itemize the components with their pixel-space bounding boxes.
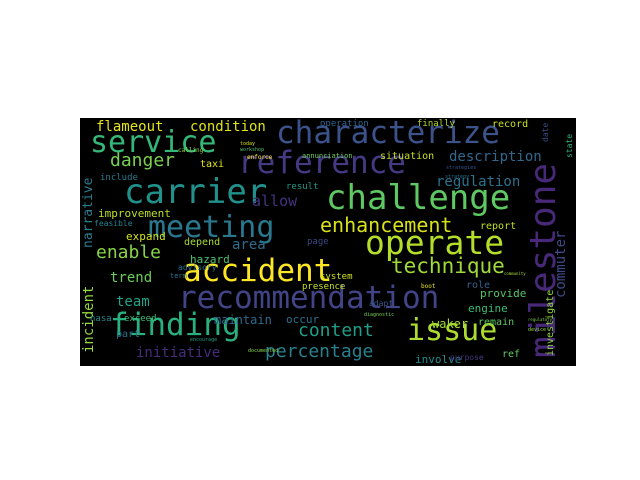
word-team: team	[116, 294, 150, 310]
word-reference: reference	[238, 145, 406, 181]
word-hazard: hazard	[190, 253, 230, 266]
word-nasa: nasa	[90, 314, 112, 324]
word-situation: situation	[380, 151, 435, 162]
word-annunciation: annunciation	[302, 152, 353, 160]
word-ref: ref	[502, 349, 521, 360]
word-carrier: carrier	[124, 172, 268, 212]
word-finding: finding	[110, 307, 241, 343]
word-allow: allow	[252, 192, 298, 210]
word-part: part	[116, 329, 141, 340]
word-presence: presence	[302, 282, 346, 292]
word-percentage: percentage	[265, 341, 374, 362]
word-regulatory: regulatory	[528, 317, 553, 322]
word-occur: occur	[286, 313, 320, 326]
word-report: report	[480, 221, 517, 232]
word-workshop: workshop	[240, 147, 265, 153]
word-regulation: regulation	[436, 174, 521, 190]
word-device: device	[528, 327, 547, 333]
word-involve: involve	[415, 353, 462, 366]
word-system: system	[320, 272, 353, 282]
word-recommendation: recommendation	[178, 280, 440, 316]
word-state: state	[565, 133, 574, 158]
word-depend: depend	[184, 237, 221, 248]
word-operation: operation	[320, 119, 369, 129]
word-exceed: exceed	[124, 314, 157, 324]
word-calling: calling	[178, 147, 204, 154]
word-finally: finally	[417, 119, 455, 129]
word-operate: operate	[365, 223, 505, 262]
word-date: date	[541, 122, 550, 142]
word-trend: trend	[110, 270, 153, 286]
word-commuter: commuter	[553, 230, 569, 298]
word-encourage: encourage	[190, 337, 218, 343]
word-engine: engine	[468, 302, 508, 315]
word-expand: expand	[126, 230, 166, 243]
word-condition: condition	[190, 119, 266, 135]
word-danger: danger	[110, 150, 176, 171]
word-enable: enable	[96, 242, 162, 263]
word-accident: accident	[183, 253, 333, 289]
word-documented: documented	[248, 348, 279, 354]
word-flameout: flameout	[96, 119, 164, 135]
word-enhancement: enhancement	[320, 213, 453, 237]
word-initiative: initiative	[136, 345, 221, 361]
word-today: today	[240, 141, 256, 147]
word-page: page	[307, 237, 329, 247]
word-content: content	[298, 320, 374, 341]
word-term: term	[170, 272, 187, 280]
word-community: community	[504, 271, 526, 276]
word-result: result	[286, 182, 319, 192]
word-area: area	[232, 237, 266, 253]
word-remain: remain	[478, 317, 515, 328]
word-technique: technique	[391, 254, 505, 278]
word-taxi: taxi	[200, 159, 225, 170]
word-provide: provide	[480, 287, 527, 300]
word-investigate: investigate	[545, 289, 556, 356]
word-challenge: challenge	[326, 178, 511, 218]
word-purpose: purpose	[450, 353, 484, 362]
word-feasible: feasible	[94, 219, 133, 228]
word-description: description	[449, 149, 542, 165]
word-waker: waker	[432, 317, 469, 331]
word-cloud: accident recommendation characterize ref…	[80, 118, 576, 366]
word-adapt: adapt	[369, 299, 394, 308]
word-improvement: improvement	[98, 207, 171, 220]
word-role: role	[466, 280, 491, 291]
word-maintain: maintain	[214, 313, 272, 327]
word-enforce: enforce	[247, 154, 273, 161]
word-service: service	[90, 125, 217, 160]
word-characterize: characterize	[276, 118, 500, 151]
word-include: include	[100, 173, 138, 183]
word-issue: issue	[407, 313, 498, 348]
word-meeting: meeting	[148, 210, 275, 245]
word-advisory: advisory	[178, 263, 217, 272]
word-diagnostic: diagnostic	[364, 312, 395, 318]
word-strategies: strategies	[446, 165, 477, 171]
word-boot: boot	[421, 283, 436, 290]
word-narrative: narrative	[81, 177, 96, 248]
word-strategy: strategy	[445, 174, 470, 180]
word-record: record	[492, 119, 529, 130]
